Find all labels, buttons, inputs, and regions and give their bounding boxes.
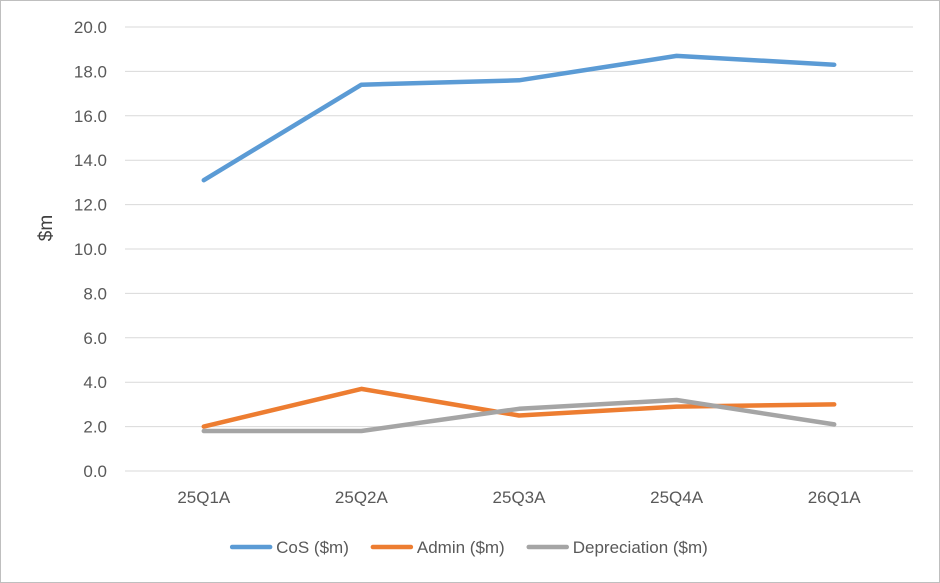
series-line [201,53,837,183]
y-tick-label: 8.0 [83,284,107,303]
y-tick-label: 16.0 [74,107,107,126]
x-axis-ticks: 25Q1A 25Q2A 25Q3A 25Q4A 26Q1A [177,488,861,507]
y-tick-label: 0.0 [83,462,107,481]
y-tick-label: 18.0 [74,62,107,81]
y-axis-ticks: 0.0 2.0 4.0 6.0 8.0 10.0 12.0 14.0 16.0 18.0 20.0 [74,18,107,481]
gridlines [125,26,913,472]
y-tick-label: 10.0 [74,240,107,259]
x-tick-label: 25Q4A [650,488,704,507]
y-tick-label: 12.0 [74,196,107,215]
legend-label: Depreciation ($m) [573,538,708,557]
y-tick-label: 20.0 [74,18,107,37]
x-tick-label: 26Q1A [808,488,862,507]
series-line [201,397,837,434]
y-axis-title: $m [36,215,57,241]
y-tick-label: 14.0 [74,151,107,170]
legend-label: CoS ($m) [276,538,349,557]
x-tick-label: 25Q3A [493,488,547,507]
x-tick-label: 25Q1A [177,488,231,507]
legend: CoS ($m) Admin ($m) Depreciation ($m) [229,538,708,557]
y-tick-label: 2.0 [83,418,107,437]
series-lines [201,53,837,434]
x-tick-label: 25Q2A [335,488,389,507]
legend-label: Admin ($m) [417,538,505,557]
y-tick-label: 4.0 [83,373,107,392]
y-tick-label: 6.0 [83,329,107,348]
